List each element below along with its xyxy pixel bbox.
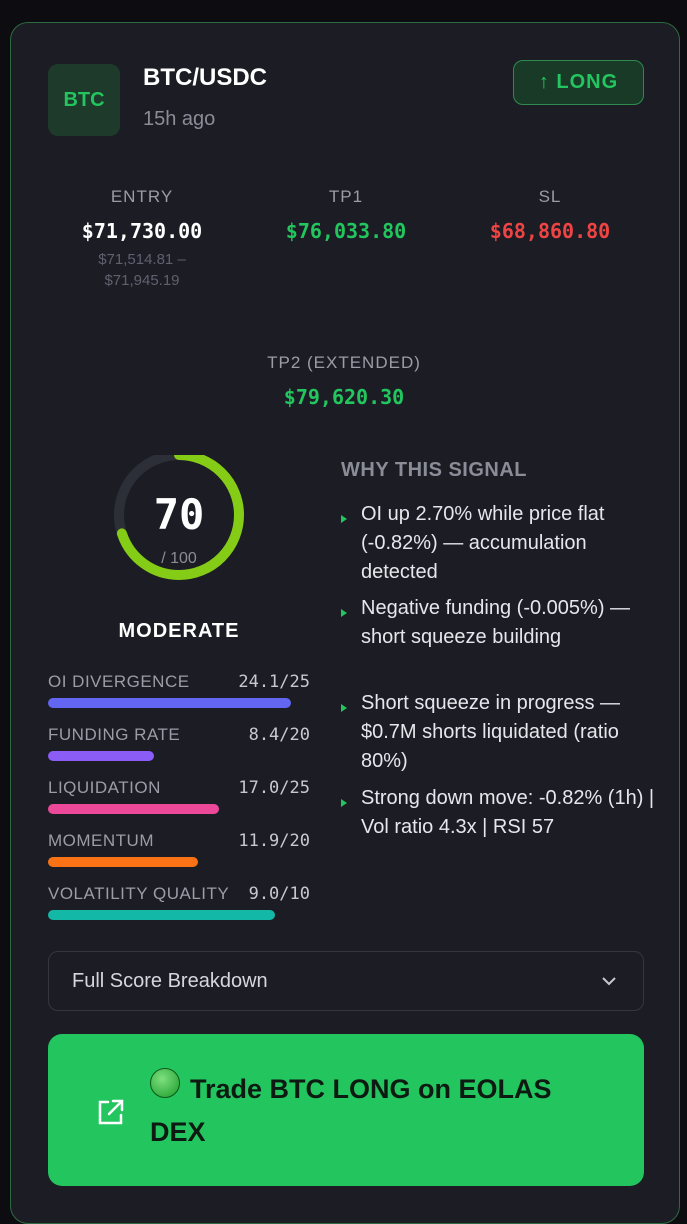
score-max: / 100 (161, 550, 197, 567)
component-label: VOLATILITY QUALITY (48, 884, 230, 903)
trade-button[interactable]: Trade BTC LONG on EOLAS DEX (48, 1034, 644, 1186)
tp1-label: TP1 (328, 187, 364, 206)
entry-label: ENTRY (110, 187, 174, 206)
status-dot (150, 1068, 180, 1098)
component-value: 9.0/10 (248, 884, 310, 904)
tp1-value: $76,033.80 (285, 219, 407, 243)
component-bar (48, 804, 220, 814)
component-value: 17.0/25 (238, 778, 310, 798)
score-rating: MODERATE (118, 620, 240, 642)
breakdown-label: Full Score Breakdown (72, 970, 268, 992)
component-bar (48, 857, 198, 867)
direction-pill: ↑ LONG (513, 60, 644, 105)
component-label: OI DIVERGENCE (48, 672, 190, 691)
reasons-title: WHY THIS SIGNAL (341, 459, 528, 481)
sl-value: $68,860.80 (489, 219, 611, 243)
component-bar (48, 751, 154, 761)
signal-card (10, 22, 680, 1224)
gauge-arc (114, 455, 244, 580)
component-label: MOMENTUM (48, 831, 154, 850)
time: 15h ago (143, 108, 216, 130)
component-bar (48, 910, 275, 920)
tp2-value: $79,620.30 (283, 385, 405, 409)
component-bar (48, 698, 291, 708)
component-label: LIQUIDATION (48, 778, 161, 797)
score-gauge (114, 455, 244, 580)
tp2-label: TP2 (EXTENDED) (267, 353, 421, 372)
component-value: 24.1/25 (238, 672, 310, 692)
component-label: FUNDING RATE (48, 725, 181, 744)
reason: Negative funding (-0.005%) — short squee… (361, 597, 631, 648)
component-value: 8.4/20 (248, 725, 310, 745)
chevron (602, 977, 616, 986)
entry-value: $71,730.00 (81, 219, 203, 243)
reason: Strong down move: -0.82% (1h) | Vol rati… (361, 787, 655, 838)
entry-range: $71,514.81 – $71,945.19 (98, 251, 186, 289)
pair: BTC/USDC (143, 64, 267, 91)
breakdown-toggle[interactable]: Full Score Breakdown (48, 951, 644, 1011)
asset-badge: BTC (48, 64, 120, 136)
component-value: 11.9/20 (238, 831, 310, 851)
score-value: 70 (153, 490, 205, 539)
reason: OI up 2.70% while price flat (-0.82%) — … (361, 503, 605, 583)
reason: Short squeeze in progress — $0.7M shorts… (361, 692, 621, 772)
sl-label: SL (538, 187, 562, 206)
external-link-icon (98, 1099, 124, 1125)
trade-label: Trade BTC LONG on EOLAS DEX (150, 1074, 552, 1147)
